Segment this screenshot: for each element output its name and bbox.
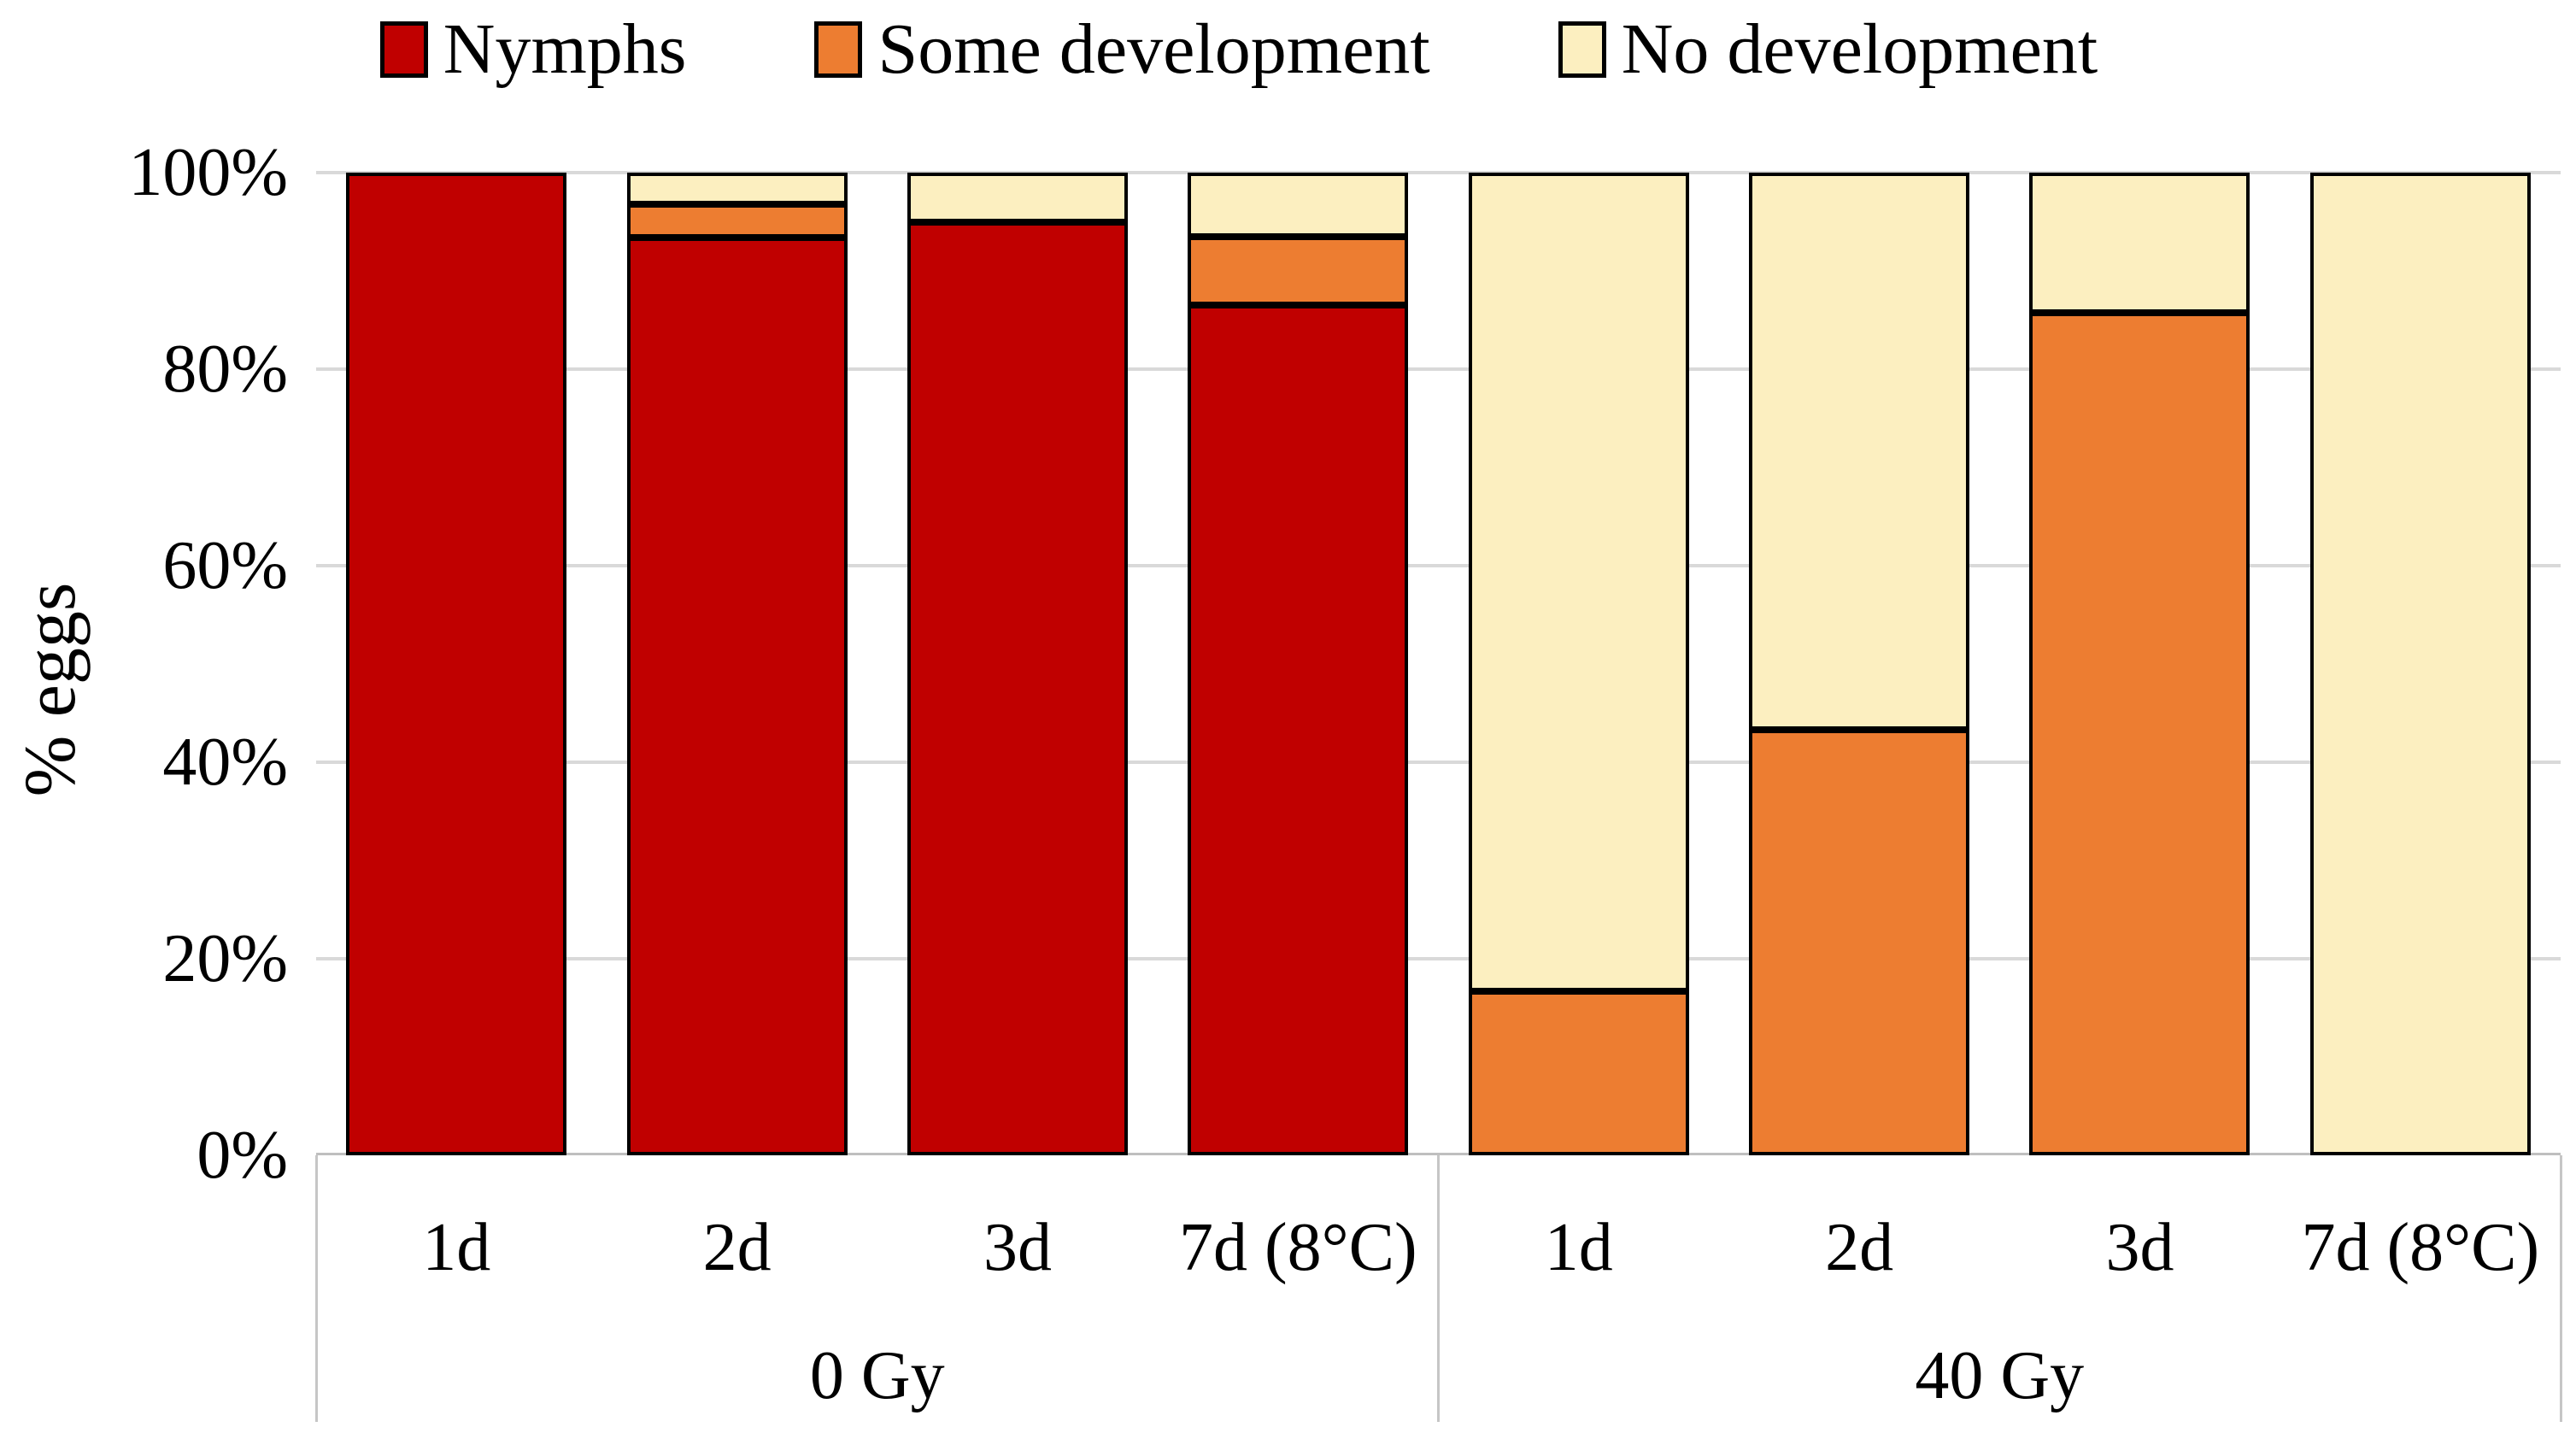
plot-area	[316, 171, 2561, 1155]
y-axis-title: % eggs	[9, 582, 91, 797]
bar-segment-no-development	[1188, 173, 1409, 237]
x-category-label-0gy-2d: 2d	[702, 1210, 772, 1285]
bar-0gy-1d	[346, 173, 567, 1155]
bar-40gy-7d (8°C)	[2309, 173, 2531, 1155]
bar-0gy-3d	[907, 173, 1128, 1155]
bar-segment-no-development	[1749, 173, 1970, 731]
legend-label-nymphs: Nymphs	[443, 9, 687, 89]
bar-40gy-3d	[2029, 173, 2250, 1155]
bar-segment-some-development	[2029, 313, 2250, 1155]
bar-segment-nymphs	[626, 237, 848, 1155]
legend-swatch-no-development-icon	[1558, 21, 1606, 78]
legend-label-some-development: Some development	[877, 9, 1430, 89]
bar-segment-no-development	[626, 173, 848, 204]
x-category-label-0gy-1d: 1d	[422, 1210, 491, 1285]
legend-label-no-development: No development	[1621, 9, 2098, 89]
legend-item-no-development: No development	[1558, 14, 2098, 85]
legend-item-nymphs: Nymphs	[379, 9, 687, 89]
category-band-divider	[314, 1155, 318, 1422]
bar-segment-no-development	[907, 173, 1128, 222]
bar-40gy-1d	[1468, 173, 1689, 1155]
bar-segment-no-development	[2029, 173, 2250, 314]
bar-40gy-2d	[1749, 173, 1970, 1155]
bar-segment-some-development	[1188, 236, 1409, 306]
bar-segment-no-development	[1468, 173, 1689, 991]
x-group-label-40-gy: 40 Gy	[1915, 1338, 2085, 1413]
chart-legend: Nymphs Some development No development	[0, 5, 2478, 94]
x-category-label-0gy-7d (8°C): 7d (8°C)	[1178, 1210, 1417, 1285]
x-group-label-0-gy: 0 Gy	[809, 1338, 945, 1413]
bar-segment-no-development	[2309, 173, 2531, 1155]
category-band-divider	[2559, 1155, 2562, 1422]
x-category-label-40gy-2d: 2d	[1825, 1210, 1894, 1285]
bar-segment-some-development	[626, 203, 848, 238]
gridline-100%	[316, 171, 2561, 174]
bar-segment-nymphs	[907, 221, 1128, 1155]
x-category-label-40gy-7d (8°C): 7d (8°C)	[2301, 1210, 2540, 1285]
bar-0gy-2d	[626, 173, 848, 1155]
legend-item-some-development: Some development	[814, 9, 1430, 89]
x-axis-line	[316, 1153, 2561, 1155]
bar-segment-some-development	[1749, 730, 1970, 1155]
y-tick-label-20%: 20%	[162, 921, 288, 996]
bar-segment-nymphs	[346, 173, 567, 1155]
y-tick-label-60%: 60%	[162, 528, 288, 603]
bar-segment-nymphs	[1188, 305, 1409, 1155]
y-tick-label-80%: 80%	[162, 332, 288, 407]
category-band-divider	[1437, 1155, 1440, 1422]
gridline-20%	[316, 957, 2561, 960]
legend-swatch-nymphs-icon	[379, 21, 428, 78]
x-category-label-0gy-3d: 3d	[983, 1210, 1052, 1285]
bar-0gy-7d (8°C)	[1188, 173, 1409, 1155]
gridline-80%	[316, 367, 2561, 371]
y-tick-label-0%: 0%	[197, 1118, 288, 1193]
y-tick-label-40%: 40%	[162, 725, 288, 800]
x-category-label-40gy-3d: 3d	[2105, 1210, 2174, 1285]
bar-segment-some-development	[1468, 990, 1689, 1155]
gridline-60%	[316, 564, 2561, 567]
legend-swatch-some-development-icon	[814, 21, 863, 78]
gridline-40%	[316, 761, 2561, 764]
x-axis-category-band: 1d 2d 3d 7d (8°C) 1d 2d 3d 7d (8°C) 0 Gy 40 Gy	[314, 1155, 2562, 1422]
x-category-label-40gy-1d: 1d	[1544, 1210, 1613, 1285]
y-tick-label-100%: 100%	[128, 135, 288, 210]
